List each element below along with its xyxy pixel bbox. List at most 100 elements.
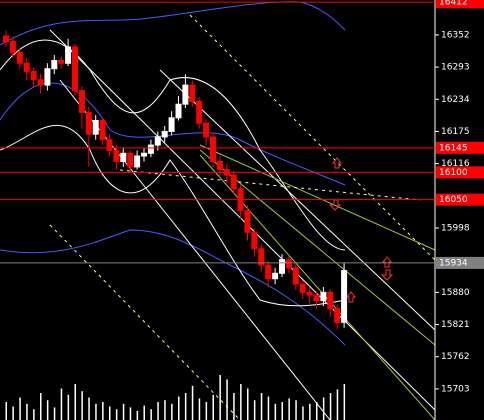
candle-body <box>210 136 216 162</box>
candle-body <box>327 291 334 310</box>
level-label: 15934 <box>439 258 468 268</box>
volume-bar <box>253 400 256 420</box>
candle-body <box>244 210 251 233</box>
volume-bar <box>281 402 283 420</box>
volume-bar <box>26 403 28 420</box>
volume-bar <box>53 407 56 420</box>
candle-body <box>85 111 92 135</box>
candle-body <box>113 150 120 162</box>
candle-body <box>58 60 65 64</box>
candle-body <box>44 68 51 86</box>
candle-body <box>189 84 196 102</box>
volume-bar <box>67 394 70 420</box>
y-tick-label: 15703 <box>441 384 470 394</box>
volume-bar <box>164 400 166 420</box>
volume-bar <box>233 393 235 420</box>
fan-line <box>119 169 421 201</box>
candle-body <box>141 152 147 157</box>
volume-bar <box>115 409 118 420</box>
y-tick-label: 16293 <box>441 63 470 73</box>
candle-body <box>134 155 141 168</box>
candle-body <box>251 231 258 250</box>
volume-bar <box>60 388 63 420</box>
candle-body <box>320 291 327 302</box>
y-tick-label: 16116 <box>441 159 470 169</box>
bollinger-upper <box>0 1 346 46</box>
candle-body <box>265 264 272 280</box>
volume-bar <box>302 406 304 420</box>
volume-bar <box>247 388 249 420</box>
volume-bar <box>267 396 270 420</box>
bollinger-lower <box>0 229 346 346</box>
arrow-down <box>328 199 342 211</box>
candle-body <box>9 40 16 53</box>
trend-line <box>49 29 436 411</box>
candle-body <box>16 51 23 64</box>
level-label: 16412 <box>439 0 468 8</box>
candle-body <box>299 283 306 293</box>
volume-bar <box>316 402 318 420</box>
candle-body <box>182 84 189 105</box>
level-label-box <box>436 256 484 269</box>
y-tick-label: 16175 <box>441 127 470 137</box>
candle-body <box>78 90 85 113</box>
y-tick-label: 15762 <box>441 352 470 362</box>
y-tick-label: 15998 <box>441 224 470 234</box>
candle-body <box>168 117 175 132</box>
volume-bar <box>205 402 208 420</box>
candle-body <box>72 46 78 92</box>
candle-body <box>161 130 168 138</box>
volume-bar <box>5 402 7 420</box>
level-label-box <box>436 0 484 9</box>
volume-bar <box>343 384 346 420</box>
volume-bar <box>109 406 111 420</box>
candle-body <box>106 139 113 152</box>
candle-body <box>292 267 299 285</box>
fan-line <box>189 14 436 261</box>
volume-bar <box>309 403 311 420</box>
volume-bar <box>122 403 125 420</box>
candle-body <box>92 120 99 135</box>
volume-bar <box>219 375 221 420</box>
candle-body <box>37 79 44 86</box>
volume-bar <box>184 393 187 420</box>
candle-body <box>334 308 341 323</box>
y-tick-label: 16352 <box>441 30 470 40</box>
volume-bar <box>288 398 290 420</box>
fan-line <box>49 224 241 420</box>
candle-body <box>127 152 134 168</box>
volume-bar <box>19 397 21 420</box>
volume-bar <box>74 384 76 420</box>
channel-line <box>199 144 436 251</box>
volume-bar <box>336 389 339 420</box>
volume-bar <box>322 397 325 420</box>
candle-body <box>30 70 37 81</box>
volume-bar <box>295 400 297 420</box>
arrow-up <box>345 291 357 303</box>
candle-body <box>285 259 292 269</box>
volume-bar <box>33 409 35 420</box>
volume-bar <box>191 385 194 420</box>
channel-line <box>199 149 436 346</box>
candle-body <box>51 60 58 70</box>
candle-body <box>65 46 72 64</box>
volume-bar <box>46 400 49 420</box>
y-tick-label: 16234 <box>441 95 470 105</box>
candle-body <box>313 294 320 302</box>
level-label: 16050 <box>439 195 468 205</box>
volume-bar <box>329 393 332 420</box>
volume-bar <box>171 403 173 420</box>
candle-body <box>216 160 223 171</box>
volume-bar <box>226 379 228 420</box>
candle-body <box>175 103 182 119</box>
y-tick-label: 15821 <box>441 320 470 330</box>
candle-body <box>120 152 127 162</box>
level-label-box <box>436 166 484 179</box>
candle-body <box>306 291 313 296</box>
volume-bar <box>274 403 277 420</box>
candle-body <box>147 144 154 154</box>
level-label-box <box>436 141 484 154</box>
candle-body <box>99 120 106 141</box>
